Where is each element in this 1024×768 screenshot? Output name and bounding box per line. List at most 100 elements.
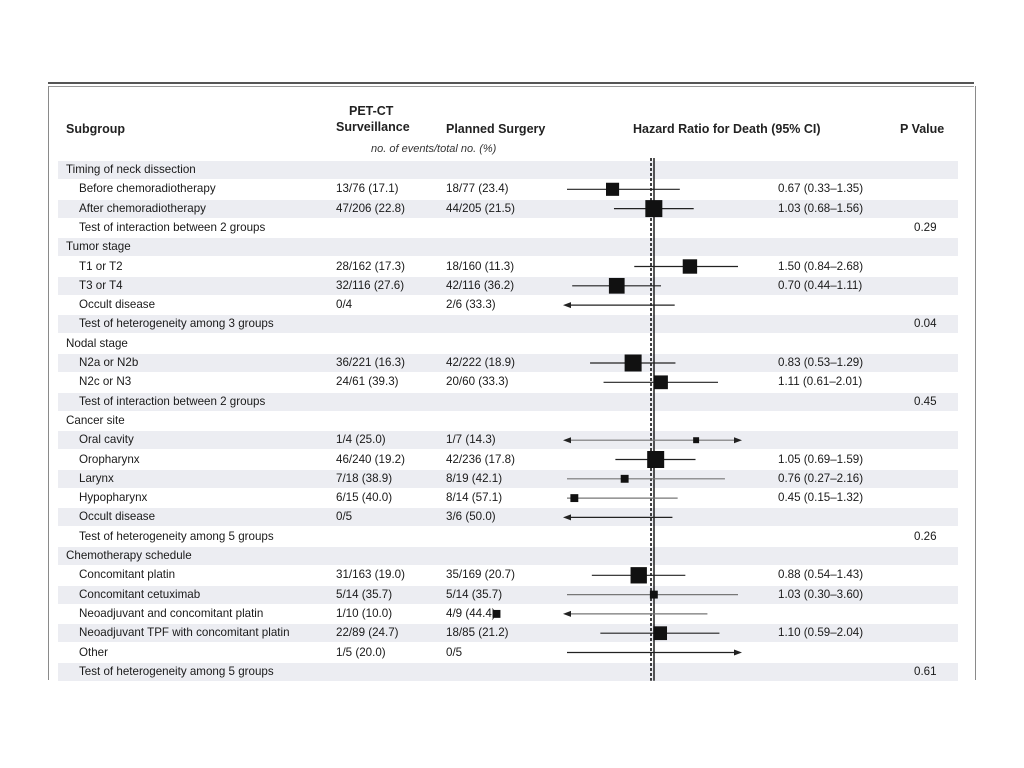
row-band	[58, 354, 958, 372]
subgroup-label: N2a or N2b	[79, 356, 139, 369]
surgery-events: 18/160 (11.3)	[446, 259, 515, 273]
surgery-events: 20/60 (33.3)	[446, 375, 509, 389]
surgery-events: 4/9 (44.4)	[446, 606, 496, 620]
subgroup-label: Test of interaction between 2 groups	[79, 220, 266, 234]
hazard-ratio-ci: 1.03 (0.30–3.60)	[778, 587, 864, 601]
hazard-ratio-ci: 0.83 (0.53–1.29)	[778, 356, 864, 369]
petct-events: 7/18 (38.9)	[336, 471, 393, 485]
row-band	[58, 508, 958, 527]
surgery-events: 5/14 (35.7)	[446, 587, 503, 601]
header-planned-surgery: Planned Surgery	[446, 122, 546, 136]
row-band	[58, 238, 958, 257]
point-estimate	[620, 474, 629, 483]
ci-arrow-right	[734, 437, 742, 444]
petct-events: 13/76 (17.1)	[336, 182, 399, 196]
ci-arrow-right	[734, 649, 742, 656]
subgroup-label: Other	[79, 645, 108, 659]
row-band	[58, 199, 958, 218]
header-p-value: P Value	[900, 122, 945, 136]
subgroup-label: Oral cavity	[79, 433, 134, 447]
subgroup-label: Test of interaction between 2 groups	[79, 394, 266, 408]
ci-arrow-left	[563, 437, 571, 444]
petct-events: 28/162 (17.3)	[336, 259, 405, 273]
surgery-events: 2/6 (33.3)	[446, 298, 496, 312]
surgery-events: 42/236 (17.8)	[446, 452, 515, 466]
subgroup-label: Occult disease	[79, 298, 156, 312]
header-petct-line2: Surveillance	[336, 120, 410, 134]
petct-events: 0/4	[336, 298, 353, 312]
surgery-events: 18/85 (21.2)	[446, 626, 509, 640]
subgroup-label: Concomitant cetuximab	[79, 587, 201, 601]
row-band	[58, 624, 958, 643]
hazard-ratio-ci: 0.70 (0.44–1.11)	[778, 278, 863, 292]
row-band	[58, 392, 958, 411]
petct-events: 31/163 (19.0)	[336, 568, 405, 582]
hazard-ratio-ci: 1.10 (0.59–2.04)	[778, 626, 864, 640]
hazard-ratio-ci: 0.45 (0.15–1.32)	[778, 491, 864, 505]
subgroup-label: Test of heterogeneity among 5 groups	[79, 664, 274, 678]
point-estimate	[682, 259, 698, 274]
p-value: 0.61	[914, 664, 937, 678]
header-events-note: no. of events/total no. (%)	[371, 143, 497, 155]
subgroup-label: Test of heterogeneity among 3 groups	[79, 317, 274, 331]
row-band	[58, 276, 958, 295]
petct-events: 1/5 (20.0)	[336, 645, 386, 659]
p-value: 0.29	[914, 220, 937, 234]
figure-frame	[48, 86, 976, 680]
petct-events: 22/89 (24.7)	[336, 626, 399, 640]
subgroup-label: T1 or T2	[79, 259, 123, 273]
hazard-ratio-ci: 1.05 (0.69–1.59)	[778, 452, 864, 466]
point-estimate	[630, 567, 647, 584]
point-estimate	[608, 277, 625, 294]
ci-arrow-left	[563, 302, 571, 309]
group-label: Nodal stage	[66, 336, 128, 350]
subgroup-label: Hypopharynx	[79, 491, 148, 505]
petct-events: 5/14 (35.7)	[336, 587, 393, 601]
row-band	[58, 315, 958, 334]
group-label: Cancer site	[66, 413, 125, 427]
subgroup-label: Test of heterogeneity among 5 groups	[79, 529, 274, 543]
subgroup-label: Occult disease	[79, 510, 156, 524]
row-band	[58, 469, 958, 488]
point-estimate	[654, 375, 668, 390]
hazard-ratio-ci: 0.88 (0.54–1.43)	[778, 568, 864, 582]
ci-arrow-left	[563, 610, 571, 617]
group-label: Chemotherapy schedule	[66, 549, 192, 562]
top-rule-inner	[48, 86, 974, 87]
group-label: Timing of neck dissection	[66, 163, 196, 176]
petct-events: 1/4 (25.0)	[336, 433, 386, 447]
point-estimate	[624, 354, 642, 372]
subgroup-label: Before chemoradiotherapy	[79, 182, 216, 196]
header-petct-line1: PET-CT	[349, 104, 394, 118]
petct-events: 24/61 (39.3)	[336, 375, 399, 389]
point-estimate	[653, 626, 668, 641]
point-estimate	[570, 494, 579, 503]
petct-events: 47/206 (22.8)	[336, 201, 405, 215]
hazard-ratio-ci: 1.11 (0.61–2.01)	[778, 375, 863, 389]
surgery-events: 8/14 (57.1)	[446, 491, 503, 505]
point-estimate	[645, 200, 663, 218]
row-band	[58, 585, 958, 604]
group-label: Tumor stage	[66, 240, 131, 254]
subgroup-label: Larynx	[79, 471, 114, 485]
point-estimate	[647, 451, 665, 468]
subgroup-label: After chemoradiotherapy	[79, 201, 206, 215]
petct-events: 32/116 (27.6)	[336, 278, 405, 292]
p-value: 0.04	[914, 317, 937, 331]
point-estimate	[492, 609, 501, 618]
point-estimate	[649, 590, 658, 599]
petct-events: 1/10 (10.0)	[336, 606, 393, 620]
petct-events: 46/240 (19.2)	[336, 452, 405, 466]
point-estimate	[606, 182, 620, 196]
header-hazard-ratio: Hazard Ratio for Death (95% CI)	[633, 122, 821, 136]
subgroup-label: Concomitant platin	[79, 568, 176, 582]
subgroup-label: Neoadjuvant and concomitant platin	[79, 606, 264, 620]
surgery-events: 18/77 (23.4)	[446, 182, 509, 196]
row-band	[58, 161, 958, 179]
surgery-events: 35/169 (20.7)	[446, 568, 515, 582]
subgroup-label: Neoadjuvant TPF with concomitant platin	[79, 626, 290, 640]
subgroup-label: Oropharynx	[79, 452, 140, 466]
subgroup-label: T3 or T4	[79, 278, 123, 292]
row-band	[58, 431, 958, 450]
